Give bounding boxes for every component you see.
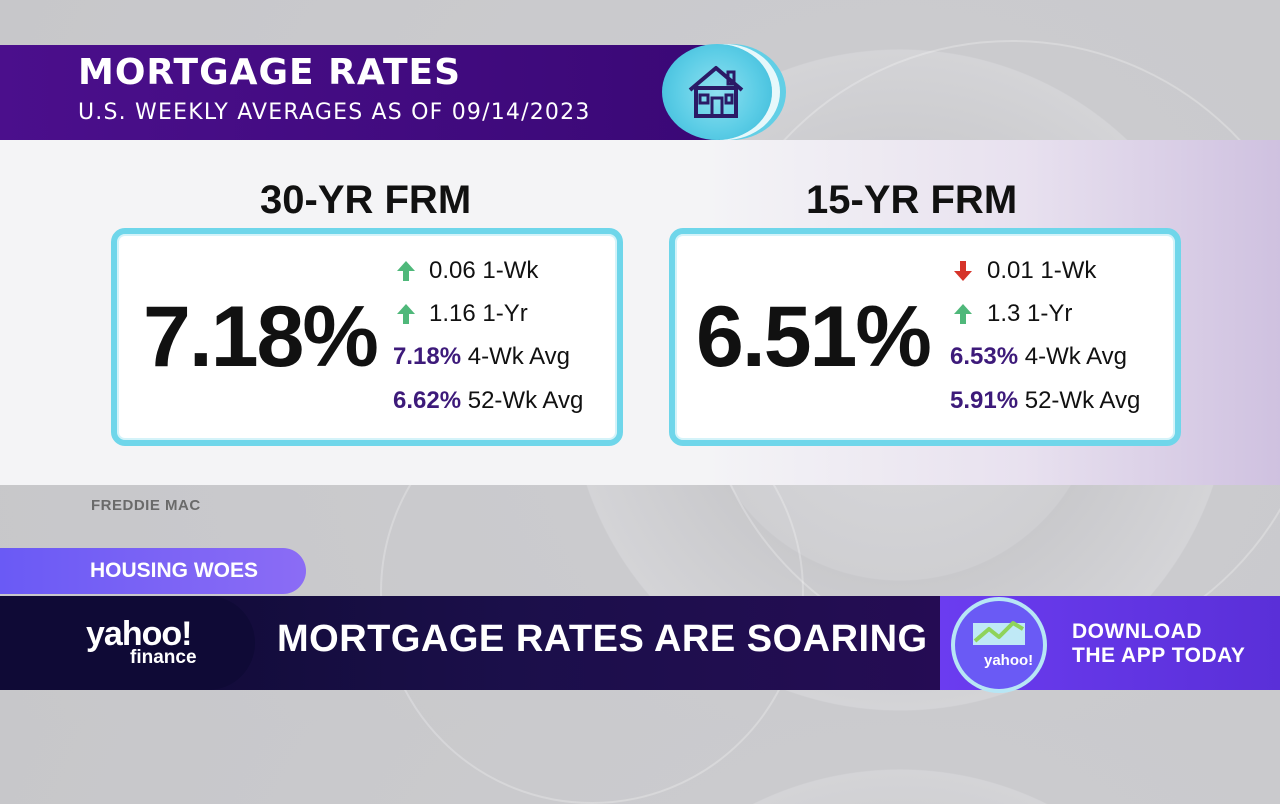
stat-1yr-15yr: 1.3 1-Yr <box>987 300 1072 328</box>
stat-value: 1.3 <box>987 300 1021 327</box>
card-heading-15yr: 15-YR FRM <box>806 178 1018 222</box>
page-subtitle: U.S. WEEKLY AVERAGES AS OF 09/14/2023 <box>78 100 591 125</box>
stat-label: 1-Wk <box>1040 257 1097 284</box>
chart-trend-icon <box>973 621 1025 645</box>
up-arrow-icon <box>954 304 972 324</box>
house-badge <box>662 44 772 140</box>
rate-value-15yr: 6.51% <box>696 289 932 385</box>
page-title: MORTGAGE RATES <box>78 52 462 93</box>
stat-label: 1-Wk <box>482 257 539 284</box>
stat-52wk-15yr: 5.91% 52-Wk Avg <box>950 387 1140 415</box>
topic-tag: HOUSING WOES <box>0 548 306 594</box>
app-promo-badge[interactable] <box>955 601 1043 689</box>
topic-tag-label: HOUSING WOES <box>90 559 259 582</box>
house-icon <box>688 66 744 118</box>
stat-1wk-30yr: 0.06 1-Wk <box>429 257 538 285</box>
stat-value: 6.53% <box>950 343 1019 370</box>
promo-yahoo-text: yahoo! <box>984 652 1034 669</box>
up-arrow-icon <box>397 304 415 324</box>
stat-label: 1-Yr <box>482 300 528 327</box>
stat-1wk-15yr: 0.01 1-Wk <box>987 257 1096 285</box>
stat-value: 1.16 <box>429 300 476 327</box>
rate-card-30yr <box>111 228 623 446</box>
stat-4wk-15yr: 6.53% 4-Wk Avg <box>950 343 1127 371</box>
header-bar <box>0 45 720 140</box>
rate-card-15yr <box>669 228 1181 446</box>
stat-1yr-30yr: 1.16 1-Yr <box>429 300 528 328</box>
headline: MORTGAGE RATES ARE SOARING <box>277 618 928 660</box>
stat-value: 6.62% <box>393 387 462 414</box>
promo-line-1: DOWNLOAD <box>1072 620 1202 643</box>
rate-value-30yr: 7.18% <box>143 289 379 385</box>
stat-value: 5.91% <box>950 387 1019 414</box>
finance-logo-text: finance <box>130 647 197 668</box>
stat-value: 0.06 <box>429 257 476 284</box>
stat-label: 52-Wk Avg <box>1024 387 1141 414</box>
stat-label: 52-Wk Avg <box>467 387 584 414</box>
stat-value: 7.18% <box>393 343 462 370</box>
stat-label: 4-Wk Avg <box>467 343 570 370</box>
stat-52wk-30yr: 6.62% 52-Wk Avg <box>393 387 583 415</box>
yahoo-finance-logo-box <box>0 596 255 690</box>
promo-line-2: THE APP TODAY <box>1072 644 1246 667</box>
promo-text[interactable]: DOWNLOAD THE APP TODAY <box>1072 620 1245 668</box>
yahoo-logo-text: yahoo! <box>86 615 192 653</box>
stat-label: 4-Wk Avg <box>1024 343 1127 370</box>
stat-label: 1-Yr <box>1027 300 1073 327</box>
stat-4wk-30yr: 7.18% 4-Wk Avg <box>393 343 570 371</box>
stat-value: 0.01 <box>987 257 1034 284</box>
card-heading-30yr: 30-YR FRM <box>260 178 472 222</box>
down-arrow-icon <box>954 261 972 281</box>
up-arrow-icon <box>397 261 415 281</box>
source-credit: FREDDIE MAC <box>91 497 201 514</box>
